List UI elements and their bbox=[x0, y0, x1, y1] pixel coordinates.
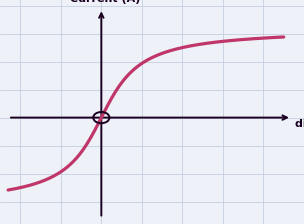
Text: Potential
difference (V): Potential difference (V) bbox=[295, 106, 304, 129]
Text: Current (A): Current (A) bbox=[70, 0, 140, 4]
